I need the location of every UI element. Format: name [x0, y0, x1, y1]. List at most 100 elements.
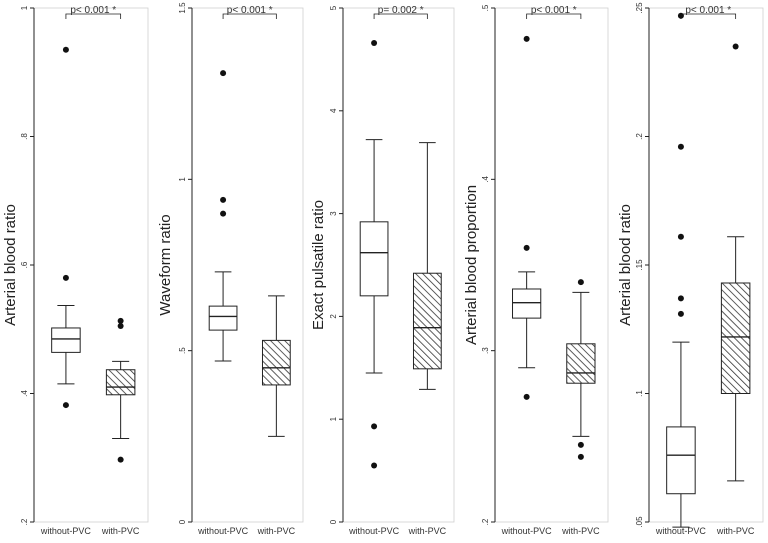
outlier-point — [371, 462, 378, 469]
y-tick-label: 1 — [178, 177, 187, 182]
box-without-PVC — [359, 39, 389, 469]
p-value-annotation: p< 0.001 * — [227, 5, 273, 16]
box-with-PVC — [720, 43, 751, 482]
y-tick-label: 1.5 — [178, 2, 187, 14]
outlier-point — [220, 196, 227, 203]
outlier-point — [220, 70, 227, 77]
panel-frame — [648, 7, 764, 523]
outlier-point — [371, 423, 378, 430]
x-category-label: without-PVC — [501, 526, 553, 536]
outlier-point — [677, 295, 684, 302]
x-category-label: without-PVC — [40, 526, 92, 536]
panel-frame — [494, 7, 609, 523]
x-category-label: without-PVC — [655, 526, 707, 536]
outlier-point — [677, 143, 684, 150]
box-without-PVC — [208, 70, 238, 362]
y-axis-label: Arterial blood ratio — [617, 204, 634, 326]
panel-frame — [191, 7, 304, 523]
iqr-box — [720, 282, 751, 394]
x-category-label: with-PVC — [101, 526, 140, 536]
y-axis-label: Waveform ratio — [157, 214, 174, 315]
x-category-label: with-PVC — [257, 526, 296, 536]
iqr-box — [412, 272, 442, 370]
panel-frame — [342, 7, 455, 523]
y-tick-label: 1 — [329, 416, 338, 421]
box-without-PVC — [51, 46, 81, 409]
y-tick-label: .15 — [635, 259, 644, 271]
y-tick-label: .8 — [20, 133, 29, 140]
y-tick-label: .25 — [635, 2, 644, 14]
panel-2: 0 .5 1 1.5 Waveform ratio p< 0.001 * without-P… — [157, 2, 304, 536]
y-tick-label: .5 — [481, 4, 490, 11]
x-category-label: without-PVC — [348, 526, 400, 536]
p-value-annotation: p< 0.001 * — [685, 5, 731, 16]
y-tick-label: 5 — [329, 5, 338, 10]
significance-bracket — [222, 13, 277, 19]
outlier-point — [523, 393, 530, 400]
p-value-annotation: p< 0.001 * — [531, 5, 577, 16]
p-value-annotation: p= 0.002 * — [378, 5, 424, 16]
x-category-label: with-PVC — [716, 526, 755, 536]
outlier-point — [732, 43, 739, 50]
y-tick-label: .6 — [20, 261, 29, 268]
iqr-box — [51, 327, 81, 353]
y-tick-label: 0 — [178, 519, 187, 524]
outlier-point — [117, 456, 124, 463]
panel-frame — [33, 7, 149, 523]
y-tick-label: 0 — [329, 519, 338, 524]
panel-1: .2 .4 .6 .8 1 Arterial blood ratio p< 0.001 * w… — [2, 5, 149, 536]
y-axis-label: Arterial blood proportion — [463, 185, 480, 345]
outlier-point — [677, 233, 684, 240]
y-tick-label: .3 — [481, 347, 490, 354]
y-tick-label: .1 — [635, 390, 644, 397]
significance-bracket — [65, 13, 122, 19]
y-axis-label: Arterial blood ratio — [2, 204, 19, 326]
y-tick-label: .2 — [635, 133, 644, 140]
box-without-PVC — [666, 12, 696, 528]
outlier-point — [577, 453, 584, 460]
y-tick-label: .4 — [481, 175, 490, 182]
panel-5: .05 .1 .15 .2 .25 Arterial blood ratio p< 0.00… — [617, 2, 764, 536]
box-with-PVC — [261, 295, 291, 437]
outlier-point — [62, 274, 69, 281]
box-with-PVC — [566, 279, 596, 460]
y-tick-label: .2 — [481, 518, 490, 525]
y-tick-label: .4 — [20, 390, 29, 397]
y-tick-label: 2 — [329, 314, 338, 319]
outlier-point — [62, 46, 69, 53]
outlier-point — [62, 402, 69, 409]
box-with-PVC — [105, 317, 136, 463]
panel-3: 0 1 2 3 4 5 Exact pulsatile ratio p= 0.002 * wit… — [310, 5, 455, 536]
box-without-PVC — [512, 35, 542, 400]
iqr-box — [208, 305, 238, 331]
iqr-box — [566, 343, 596, 384]
y-tick-label: .2 — [20, 518, 29, 525]
outlier-point — [577, 279, 584, 286]
significance-bracket — [373, 13, 428, 19]
iqr-box — [105, 369, 136, 396]
y-tick-label: .05 — [635, 516, 644, 528]
y-tick-label: 4 — [329, 108, 338, 113]
outlier-point — [577, 441, 584, 448]
p-value-annotation: p< 0.001 * — [70, 5, 116, 16]
x-category-label: with-PVC — [408, 526, 447, 536]
y-tick-label: .5 — [178, 347, 187, 354]
iqr-box — [261, 339, 291, 386]
outlier-point — [117, 323, 124, 330]
panel-4: .2 .3 .4 .5 Arterial blood proportion p< 0.00… — [463, 4, 609, 536]
outlier-point — [523, 244, 530, 251]
outlier-point — [371, 39, 378, 46]
x-category-label: with-PVC — [561, 526, 600, 536]
outlier-point — [220, 210, 227, 217]
y-tick-label: 1 — [20, 5, 29, 10]
outlier-point — [117, 317, 124, 324]
iqr-box — [512, 288, 542, 319]
y-axis-label: Exact pulsatile ratio — [310, 200, 327, 330]
y-tick-label: 3 — [329, 211, 338, 216]
outlier-point — [677, 310, 684, 317]
box-with-PVC — [412, 142, 442, 390]
x-category-label: without-PVC — [197, 526, 249, 536]
iqr-box — [359, 221, 389, 297]
significance-bracket — [526, 13, 582, 19]
